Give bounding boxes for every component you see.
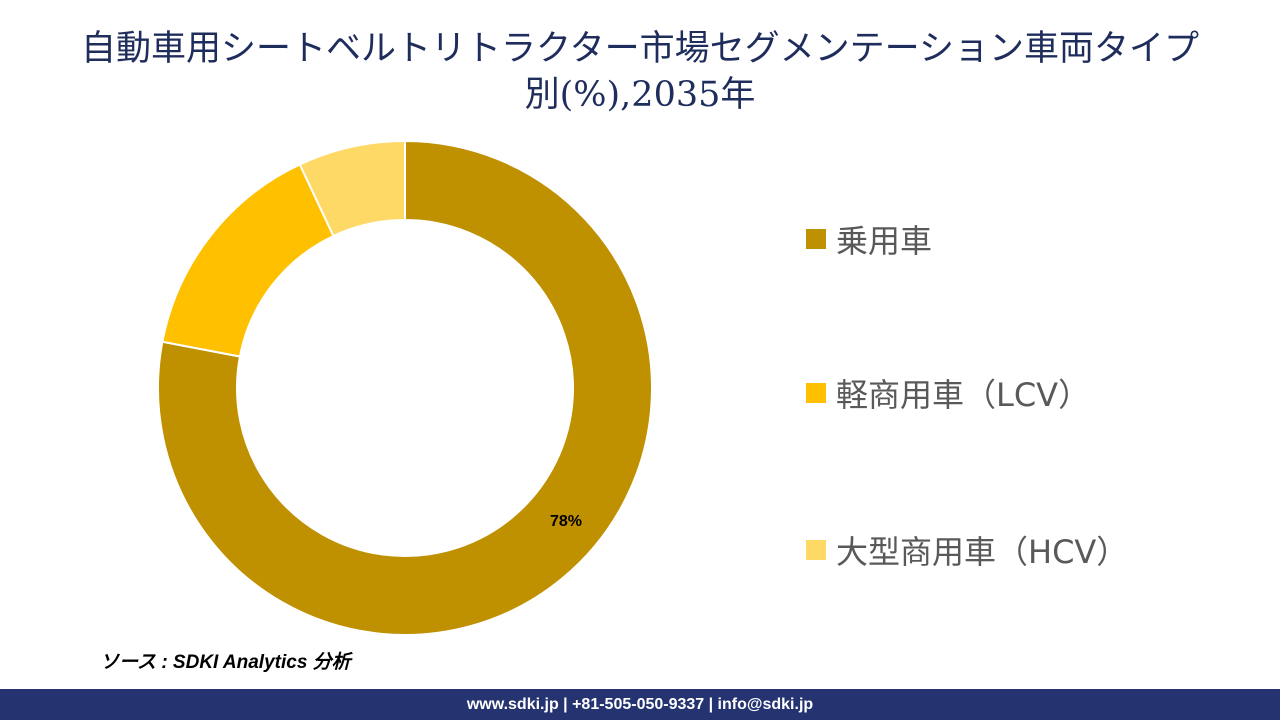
chart-title: 自動車用シートベルトリトラクター市場セグメンテーション車両タイプ 別(%),20…: [0, 26, 1280, 118]
legend-swatch: [806, 540, 826, 560]
source-note: ソース : SDKI Analytics 分析: [100, 652, 351, 673]
footer-contact: www.sdki.jp | +81-505-050-9337 | info@sd…: [0, 689, 1280, 720]
legend-item-passenger: 乗用車: [806, 216, 932, 262]
donut-slice-1: [161, 163, 335, 358]
donut-chart: 78%: [157, 139, 653, 636]
title-line-1: 自動車用シートベルトリトラクター市場セグメンテーション車両タイプ: [81, 29, 1199, 69]
legend-label: 軽商用車（LCV）: [836, 376, 1091, 414]
data-label: 78%: [550, 513, 582, 530]
legend-swatch: [806, 229, 826, 249]
donut-slice-0: [157, 139, 653, 636]
legend-swatch: [806, 383, 826, 403]
donut-slice-2: [298, 139, 406, 238]
legend-item-hcv: 大型商用車（HCV）: [806, 527, 1128, 573]
legend-label: 乗用車: [836, 222, 933, 260]
legend-label: 大型商用車（HCV）: [836, 533, 1129, 571]
legend-item-lcv: 軽商用車（LCV）: [806, 370, 1090, 416]
title-line-2: 別(%),2035年: [524, 75, 756, 115]
